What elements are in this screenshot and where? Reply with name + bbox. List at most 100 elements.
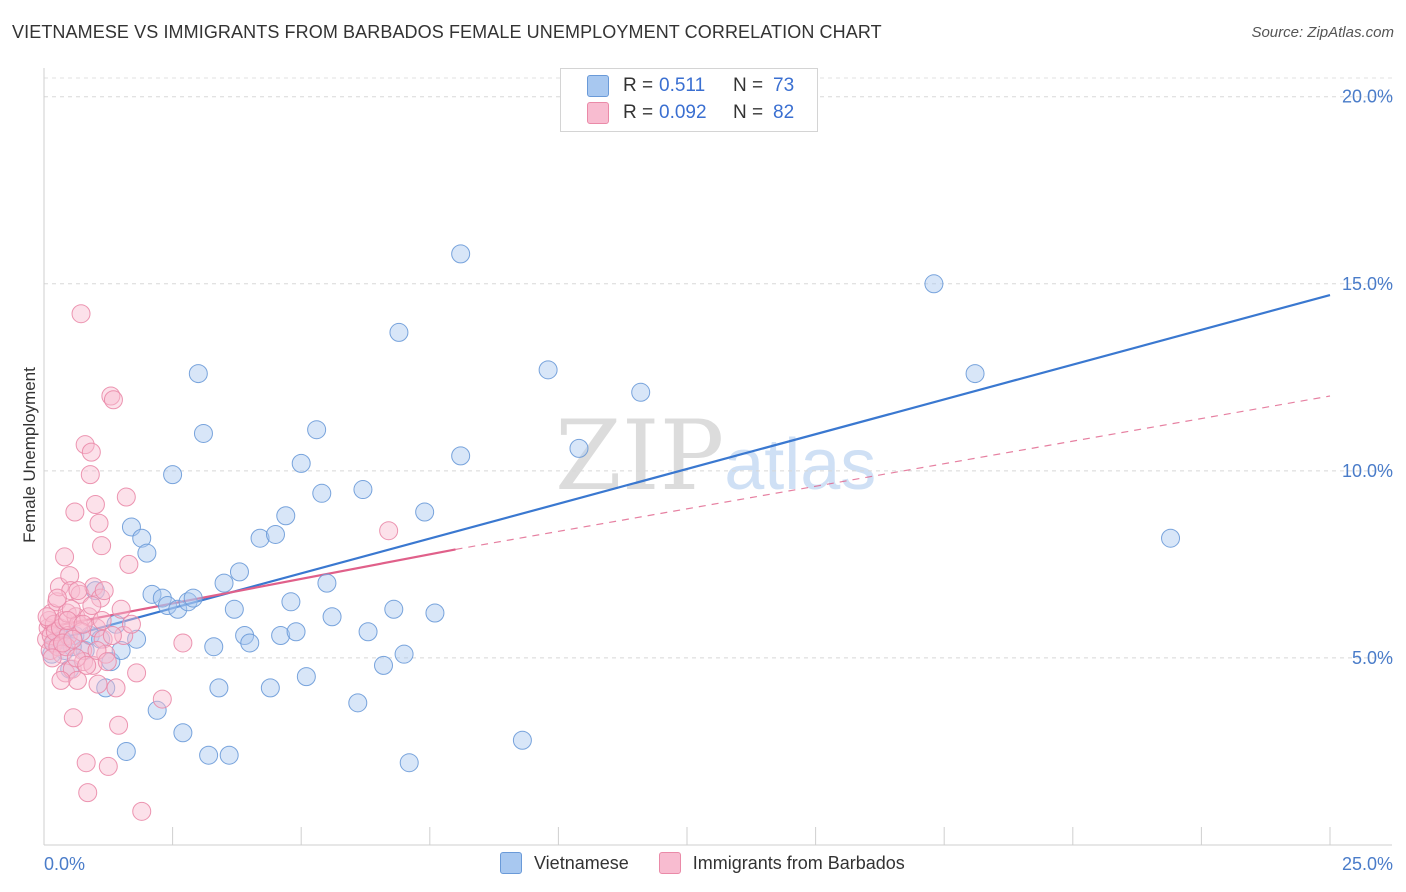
point-vietnamese: [296, 667, 316, 687]
point-vietnamese: [219, 745, 239, 765]
point-vietnamese: [147, 700, 167, 720]
point-barbados: [80, 465, 100, 485]
point-vietnamese: [538, 360, 558, 380]
point-barbados: [84, 577, 104, 597]
point-vietnamese: [178, 592, 198, 612]
point-vietnamese: [358, 622, 378, 642]
point-vietnamese: [188, 364, 208, 384]
point-vietnamese: [229, 562, 249, 582]
point-vietnamese: [312, 483, 332, 503]
point-vietnamese: [111, 640, 131, 660]
legend-swatch-vietnamese: [587, 75, 609, 97]
point-vietnamese: [214, 573, 234, 593]
point-vietnamese: [260, 678, 280, 698]
legend-n-label: N =: [733, 75, 764, 96]
legend-row-barbados: R = 0.092 N = 82: [587, 100, 794, 126]
point-barbados: [65, 502, 85, 522]
point-barbados: [89, 513, 109, 533]
point-vietnamese: [193, 423, 213, 443]
legend-r-label: R =: [623, 75, 654, 96]
point-vietnamese: [291, 453, 311, 473]
chart-title: VIETNAMESE VS IMMIGRANTS FROM BARBADOS F…: [12, 22, 882, 42]
legend-swatch-barbados: [587, 102, 609, 124]
trend-lines: [43, 293, 1331, 645]
point-vietnamese: [173, 723, 193, 743]
point-vietnamese: [374, 655, 394, 675]
point-vietnamese: [271, 625, 291, 645]
point-barbados: [60, 566, 80, 586]
point-barbados: [173, 633, 193, 653]
point-barbados: [82, 596, 102, 616]
point-barbados: [61, 599, 81, 619]
legend-row-vietnamese: R = 0.511 N = 73: [587, 73, 794, 99]
point-vietnamese: [250, 528, 270, 548]
legend-item-vietnamese[interactable]: Vietnamese: [500, 852, 629, 874]
point-barbados: [55, 547, 75, 567]
point-barbados: [116, 487, 136, 507]
point-vietnamese: [240, 633, 260, 653]
point-barbados: [119, 554, 139, 574]
axes: [43, 68, 1392, 846]
point-vietnamese: [348, 693, 368, 713]
point-vietnamese: [157, 596, 177, 616]
point-barbados: [67, 670, 87, 690]
y-tick-label: 5.0%: [1352, 648, 1393, 668]
y-tick-label: 20.0%: [1342, 87, 1393, 107]
point-barbados: [66, 648, 86, 668]
point-vietnamese: [415, 502, 435, 522]
point-barbados: [77, 655, 97, 675]
legend-n-label: N =: [733, 102, 764, 123]
x-tick-label: 0.0%: [44, 854, 85, 874]
point-barbados: [85, 495, 105, 515]
point-vietnamese: [924, 274, 944, 294]
point-barbados: [127, 663, 147, 683]
legend-r-value: 0.092: [659, 102, 707, 123]
point-barbados: [379, 521, 399, 541]
point-barbados: [78, 783, 98, 803]
trendline-vietnamese: [43, 293, 1331, 645]
point-barbados: [102, 625, 122, 645]
y-tick-label: 15.0%: [1342, 274, 1393, 294]
point-vietnamese: [399, 753, 419, 773]
point-vietnamese: [389, 322, 409, 342]
point-barbados: [47, 588, 67, 608]
point-vietnamese: [512, 730, 532, 750]
point-vietnamese: [127, 629, 147, 649]
legend-n-value: 73: [773, 75, 795, 96]
point-vietnamese: [204, 637, 224, 657]
legend-n-value: 82: [773, 102, 795, 123]
tick-labels: 5.0% 10.0% 15.0% 20.0% 0.0% 25.0%: [44, 87, 1393, 874]
point-vietnamese: [353, 480, 373, 500]
point-vietnamese: [317, 573, 337, 593]
point-barbados: [121, 614, 141, 634]
point-barbados: [111, 599, 131, 619]
point-barbados: [51, 670, 71, 690]
point-vietnamese: [265, 524, 285, 544]
point-vietnamese: [569, 438, 589, 458]
point-vietnamese: [209, 678, 229, 698]
legend-item-barbados[interactable]: Immigrants from Barbados: [658, 852, 905, 874]
point-barbados: [152, 689, 172, 709]
point-vietnamese: [163, 465, 183, 485]
point-vietnamese: [322, 607, 342, 627]
point-barbados: [73, 614, 93, 634]
point-vietnamese: [965, 364, 985, 384]
point-barbados: [92, 611, 112, 631]
point-barbados: [58, 611, 78, 631]
point-barbados: [101, 386, 121, 406]
point-barbados: [63, 708, 83, 728]
point-barbados: [103, 390, 123, 410]
point-vietnamese: [286, 622, 306, 642]
legend-swatch-barbados: [658, 852, 681, 874]
legend-label-vietnamese: Vietnamese: [534, 852, 629, 873]
point-barbados: [71, 304, 91, 324]
trendline-barbados: [43, 548, 456, 630]
point-vietnamese: [451, 244, 471, 264]
point-barbados: [132, 801, 152, 821]
legend-r-value: 0.511: [659, 75, 706, 96]
point-vietnamese: [168, 599, 188, 619]
point-vietnamese: [276, 506, 296, 526]
point-vietnamese: [62, 637, 82, 657]
point-vietnamese: [132, 528, 152, 548]
